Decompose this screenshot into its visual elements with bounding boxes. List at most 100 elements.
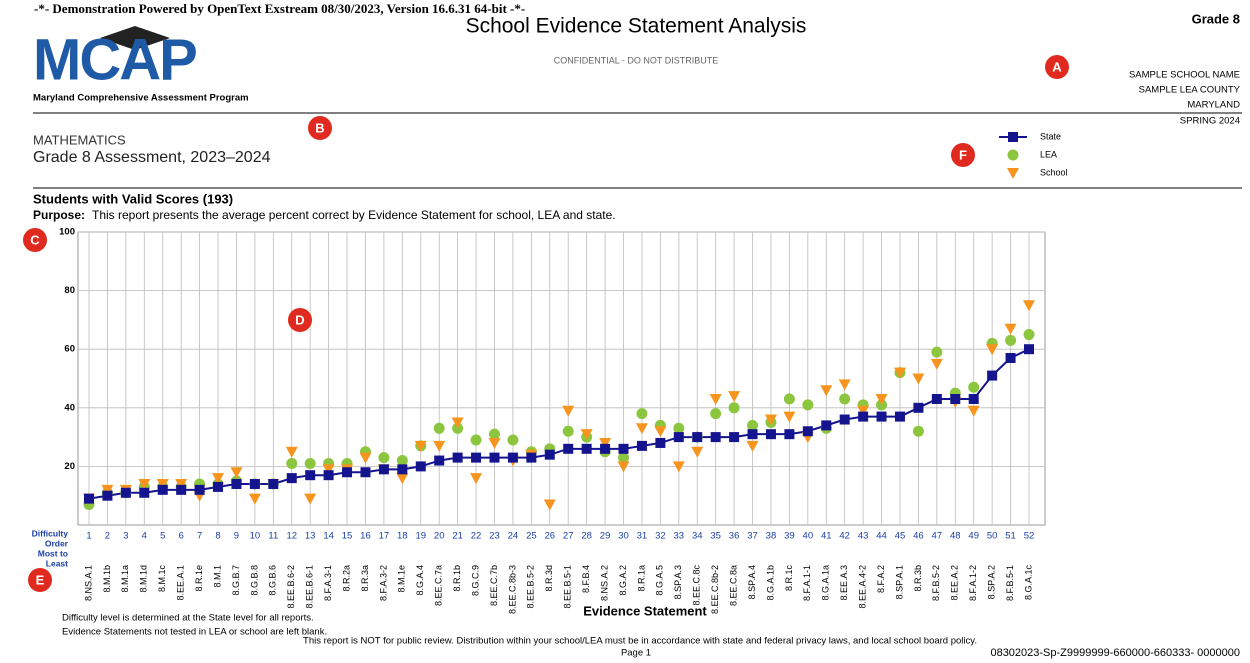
y-tick-label: 40 [64, 402, 75, 413]
lea-point [1023, 329, 1035, 341]
x-tick-label: 8.M.1 [212, 565, 222, 588]
state-point [784, 429, 795, 440]
lea-point [728, 402, 740, 414]
x-tick-label: 8.M.1d [139, 565, 149, 593]
x-tick-label: 8.R.1a [636, 565, 646, 592]
school-point [986, 344, 999, 356]
state-point [1024, 344, 1034, 355]
school-point [138, 478, 151, 490]
difficulty-order: 27 [563, 531, 574, 542]
lea-name: SAMPLE LEA COUNTY [1139, 85, 1241, 96]
state-point [397, 464, 408, 475]
x-tick-label: 8.NS.A.1 [83, 565, 93, 601]
school-point [746, 440, 759, 452]
lea-point [507, 434, 519, 446]
assessment: Grade 8 Assessment, 2023–2024 [33, 149, 271, 166]
legend-label: State [1040, 131, 1061, 141]
x-tick-label: 8.EE.A.3 [839, 565, 849, 601]
school-point [635, 423, 648, 435]
state-point [581, 443, 592, 454]
state-point [434, 455, 445, 466]
state-point [120, 487, 131, 498]
lea-point [747, 419, 759, 431]
school-point [230, 467, 243, 479]
school-point [893, 367, 906, 379]
difficulty-order: 40 [803, 531, 814, 542]
state-point [821, 420, 832, 431]
x-tick-label: 8.EE.A.2 [950, 565, 960, 601]
difficulty-order: 8 [215, 531, 220, 542]
difficulty-order: 11 [268, 531, 278, 542]
x-tick-label: 8.EE.C.7a [434, 565, 444, 606]
state-point [876, 411, 887, 422]
callout-letter: F [959, 147, 967, 162]
x-tick-label: 8.G.A.1c [1023, 565, 1033, 601]
lea-point [304, 457, 316, 469]
lea-point [488, 428, 500, 440]
difficulty-order: 21 [452, 531, 463, 542]
purpose: This report presents the average percent… [92, 208, 616, 222]
state-point [931, 394, 942, 405]
difficulty-order: 52 [1024, 531, 1035, 542]
difficulty-order: 28 [581, 531, 592, 542]
state-point [692, 432, 703, 443]
state-point [968, 394, 979, 405]
x-tick-label: 8.F.A.1-2 [968, 565, 978, 601]
school-point [543, 499, 556, 511]
state-point [913, 402, 924, 413]
difficulty-order: 2 [105, 531, 110, 542]
difficulty-order: 43 [858, 531, 869, 542]
state-point [729, 432, 740, 443]
x-tick-label: 8.G.A.1b [765, 565, 775, 601]
state-point [139, 487, 150, 498]
callout-badge [951, 143, 975, 167]
x-tick-label: 8.F.B.4 [581, 565, 591, 593]
state-point [471, 452, 482, 463]
school-point [580, 429, 593, 441]
state-point [636, 440, 647, 451]
callout-badge [23, 228, 47, 252]
grade: Grade 8 [1192, 11, 1240, 26]
x-tick-label: 8.R.1c [784, 565, 794, 592]
state-point [489, 452, 500, 463]
state-point [360, 467, 371, 478]
lea-point [802, 399, 814, 411]
school-point [396, 473, 409, 485]
x-tick-label: 8.EE.A.4-2 [857, 565, 867, 609]
lea-point [783, 393, 795, 405]
difficulty-order: 13 [305, 531, 316, 542]
x-tick-label: 8.EE.C.8c [692, 565, 702, 606]
x-axis-title: Evidence Statement [583, 603, 707, 618]
difficulty-order: 15 [342, 531, 353, 542]
school-point [709, 394, 722, 406]
difficulty-order: 45 [895, 531, 906, 542]
legend-marker [1007, 149, 1019, 161]
x-tick-label: 8.R.1e [194, 565, 204, 592]
logo: MCAP [33, 27, 196, 92]
x-tick-label: 8.G.A.2 [618, 565, 628, 596]
x-tick-label: 8.F.A.2 [876, 565, 886, 593]
x-tick-label: 8.R.3a [360, 565, 370, 592]
logo-cap [100, 26, 170, 50]
demo-banner: -*- Demonstration Powered by OpenText Ex… [34, 1, 525, 16]
school-point [930, 358, 943, 370]
order-label: Least [46, 558, 68, 568]
callout-badge [28, 568, 52, 592]
school-point [359, 452, 372, 464]
school-point [912, 373, 925, 385]
school-point [783, 411, 796, 423]
state-point [544, 449, 555, 460]
x-tick-label: 8.F.B.5-2 [931, 565, 941, 601]
x-tick-label: 8.SP.A.3 [673, 565, 683, 599]
x-tick-label: 8.F.A.3-1 [323, 565, 333, 601]
order-label: Difficulty [32, 528, 69, 538]
y-tick-label: 100 [59, 227, 75, 238]
school-point [156, 478, 169, 490]
x-tick-label: 8.M.1a [120, 565, 130, 593]
difficulty-order: 44 [876, 531, 887, 542]
school-point [672, 461, 685, 473]
difficulty-order: 38 [766, 531, 777, 542]
page-number: Page 1 [621, 648, 651, 659]
lea-point [1005, 334, 1017, 346]
callout-letter: C [30, 232, 40, 247]
